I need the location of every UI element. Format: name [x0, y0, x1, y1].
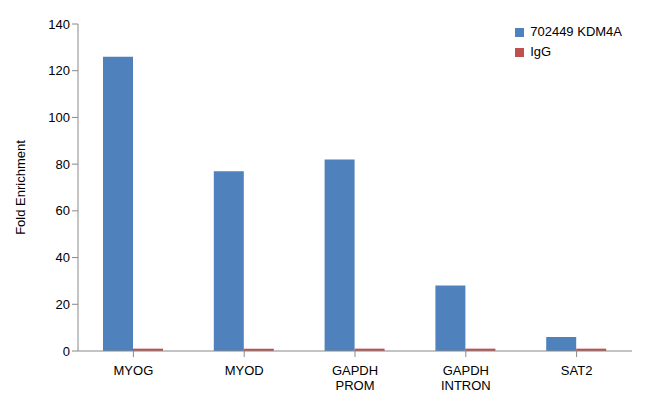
svg-text:SAT2: SAT2 [561, 363, 593, 378]
html-text:IgG: IgG [530, 44, 552, 59]
svg-text:60: 60 [56, 203, 70, 218]
svg-text:40: 40 [56, 250, 70, 265]
svg-text:120: 120 [48, 63, 70, 78]
svg-text:20: 20 [56, 297, 70, 312]
svg-text:MYOG: MYOG [114, 363, 154, 378]
svg-text:140: 140 [48, 17, 70, 32]
svg-text:MYOD: MYOD [225, 363, 264, 378]
svg-text:100: 100 [48, 110, 70, 125]
svg-text:Fold Enrichment: Fold Enrichment [13, 140, 28, 235]
svg-text:0: 0 [63, 344, 70, 359]
svg-text:80: 80 [56, 157, 70, 172]
svg-text:GAPDHPROM: GAPDHPROM [332, 363, 378, 393]
html-text:702449 KDM4A: 702449 KDM4A [530, 24, 622, 39]
svg-text:GAPDHINTRON: GAPDHINTRON [441, 363, 491, 393]
